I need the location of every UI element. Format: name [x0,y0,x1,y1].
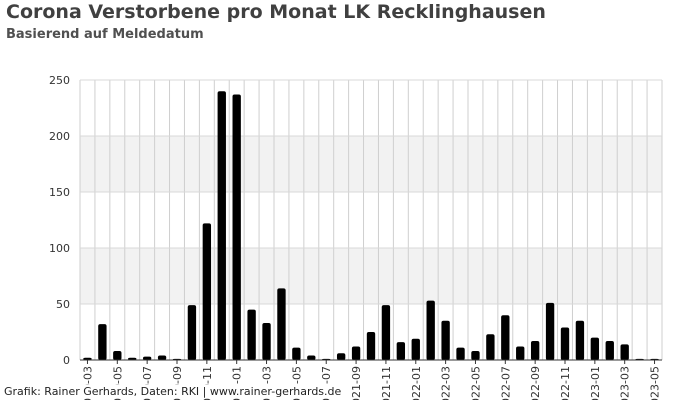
bar [98,324,107,360]
bar [157,355,167,360]
bar [605,340,614,360]
background-bands [80,136,662,304]
bar [292,347,301,360]
x-tick-label: 2022-01 [410,366,423,400]
bar [113,351,122,360]
bar [456,347,465,360]
chart-title: Corona Verstorbene pro Monat LK Reckling… [6,1,546,23]
bar [530,340,540,360]
background-band [80,248,662,304]
bar [351,346,361,360]
bar [486,334,495,360]
bar [217,91,226,360]
bar [590,337,600,360]
x-tick-label: 2021-09 [350,366,363,400]
bar [620,344,629,360]
x-tick-label: 2022-11 [559,366,572,400]
bar [575,320,585,360]
y-tick-label: 0 [63,354,70,367]
y-axis: 0 50 100 150 200 250 [49,74,70,367]
bar [426,300,435,360]
bar [441,320,450,360]
bar [501,315,510,360]
x-tick-label: 2023-01 [589,366,602,400]
x-tick-label: 2022-09 [529,366,542,400]
x-tick-label: 2023-03 [619,366,632,400]
x-tick-label: 2021-11 [380,366,393,400]
y-tick-label: 250 [49,74,70,87]
x-tick-label: 2022-07 [499,366,512,400]
bar [366,332,376,360]
bar [545,302,555,360]
bar [471,351,480,360]
bar [516,346,525,360]
bar [128,357,137,360]
x-tick-label: 2023-05 [649,366,662,400]
bar [411,338,420,360]
y-tick-label: 200 [49,130,70,143]
x-tick-label: 2022-05 [469,366,482,400]
bar [560,327,570,360]
bar [396,342,406,360]
bar [262,323,271,360]
bar [202,223,212,360]
bar [277,288,286,360]
chart-subtitle: Basierend auf Meldedatum [6,27,204,42]
horizontal-gridlines [80,79,662,361]
bar [381,305,391,360]
bar [83,357,92,360]
bar [307,355,316,360]
background-band [80,136,662,192]
bar [187,305,197,360]
bar-series [83,91,659,360]
bar [142,356,152,360]
y-tick-label: 100 [49,242,70,255]
vertical-gridlines [79,80,663,360]
x-tick-label: 2022-03 [440,366,453,400]
y-tick-label: 150 [49,186,70,199]
y-tick-label: 50 [56,298,70,311]
bar [232,94,241,360]
source-credit: Grafik: Rainer Gerhards, Daten: RKI | ww… [4,385,345,398]
bar [247,309,256,360]
bar [336,353,346,360]
